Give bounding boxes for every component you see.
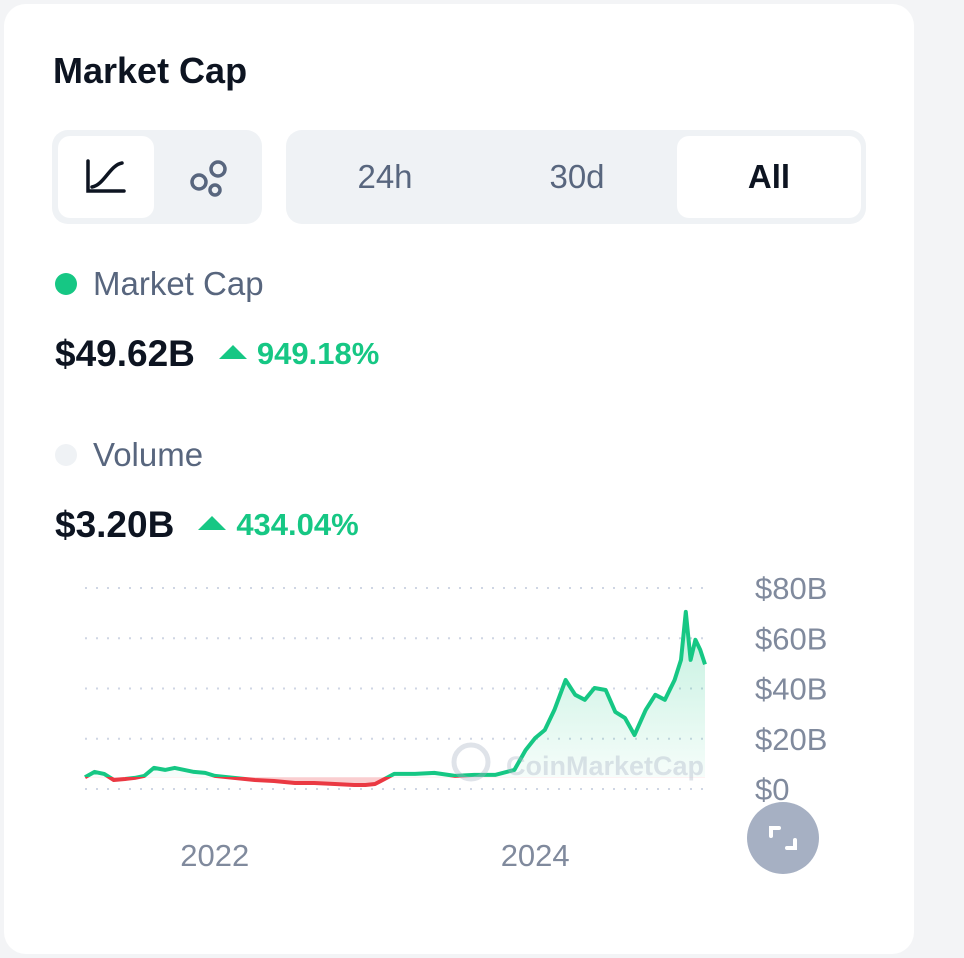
y-tick-label: $20B — [755, 722, 827, 757]
stat-change: 434.04% — [236, 507, 359, 542]
y-tick-label: $80B — [755, 571, 827, 606]
title: Market Cap — [53, 50, 248, 91]
time-tab[interactable]: All — [677, 136, 861, 218]
price-line — [84, 609, 707, 787]
expand-button[interactable] — [747, 802, 819, 874]
watermark: CoinMarketCap — [451, 742, 704, 782]
chart-type-toggle — [52, 130, 262, 224]
stat-row: $3.20B 434.04% — [55, 504, 359, 546]
stat-change: 949.18% — [256, 336, 380, 371]
stat-value: $49.62B — [55, 333, 195, 374]
up-arrow — [218, 345, 247, 359]
y-tick-label: $40B — [755, 672, 827, 707]
up-arrow — [198, 516, 227, 530]
time-tab[interactable]: 30d — [549, 158, 605, 195]
legend-dot — [55, 273, 77, 295]
stat-value: $3.20B — [55, 504, 175, 545]
legend-label: Market Cap — [93, 265, 264, 302]
area-fill — [85, 611, 705, 785]
time-tab[interactable]: 24h — [357, 158, 413, 195]
bubble-icon — [190, 160, 227, 197]
bubble-chart-button[interactable] — [164, 136, 256, 218]
legend-label: Volume — [93, 436, 204, 473]
x-tick-label: 2024 — [501, 838, 570, 873]
x-tick-label: 2022 — [180, 838, 249, 873]
line-chart-button[interactable] — [58, 136, 154, 218]
y-tick-label: $0 — [755, 772, 789, 807]
y-tick-label: $60B — [755, 621, 827, 656]
legend-dot — [55, 444, 77, 466]
legend-row: Volume — [55, 436, 203, 474]
legend-row: Market Cap — [55, 265, 264, 303]
line-icon — [86, 159, 126, 193]
stat-row: $49.62B 949.18% — [55, 333, 379, 375]
time-tabs: 24h 30d All — [286, 130, 866, 224]
watermark-text: CoinMarketCap — [506, 751, 704, 781]
